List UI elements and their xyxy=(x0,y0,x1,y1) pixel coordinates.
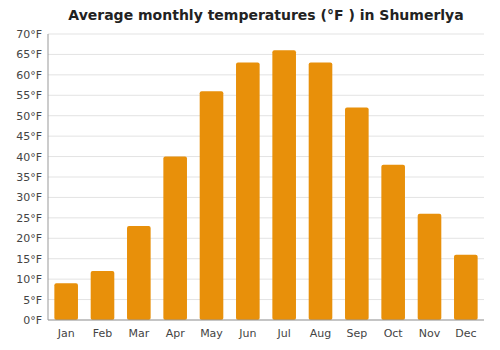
y-tick-label: 65°F xyxy=(16,48,42,61)
x-tick-label: Feb xyxy=(93,327,112,340)
bar xyxy=(163,157,187,320)
x-tick-label: Jun xyxy=(238,327,256,340)
y-tick-label: 15°F xyxy=(16,253,42,266)
y-tick-label: 25°F xyxy=(16,212,42,225)
grid-line xyxy=(48,156,484,157)
bar xyxy=(418,214,442,320)
x-tick-label: Sep xyxy=(346,327,367,340)
y-tick-label: 10°F xyxy=(16,273,42,286)
bar xyxy=(236,63,260,320)
x-tick-label: Nov xyxy=(419,327,441,340)
bar xyxy=(309,63,333,320)
title: Average monthly temperatures (°F ) in Sh… xyxy=(68,7,463,23)
bar xyxy=(91,271,115,320)
x-tick-label: Mar xyxy=(128,327,149,340)
y-tick-label: 20°F xyxy=(16,232,42,245)
bars xyxy=(54,50,477,320)
x-tick-label: Oct xyxy=(384,327,404,340)
grid xyxy=(48,34,484,320)
grid-line xyxy=(48,136,484,137)
grid-line xyxy=(48,177,484,178)
grid-line xyxy=(48,320,484,321)
x-tick-label: May xyxy=(200,327,223,340)
y-tick-label: 70°F xyxy=(16,28,42,41)
x-tick-label: Aug xyxy=(310,327,331,340)
bar xyxy=(272,50,296,320)
bar xyxy=(200,91,224,320)
bar xyxy=(54,283,78,320)
grid-line xyxy=(48,197,484,198)
bar xyxy=(381,165,405,320)
y-axis-line xyxy=(48,34,49,320)
x-tick-label: Jan xyxy=(57,327,75,340)
y-tick-label: 60°F xyxy=(16,69,42,82)
y-tick-label: 50°F xyxy=(16,110,42,123)
grid-line xyxy=(48,54,484,55)
grid-line xyxy=(48,95,484,96)
y-tick-label: 55°F xyxy=(16,89,42,102)
x-tick-label: Apr xyxy=(166,327,186,340)
bar xyxy=(345,108,369,320)
x-tick-label: Jul xyxy=(277,327,291,340)
chart-svg: Average monthly temperatures (°F ) in Sh… xyxy=(0,0,500,350)
y-tick-label: 5°F xyxy=(23,294,42,307)
x-tick-label: Dec xyxy=(455,327,476,340)
y-tick-label: 35°F xyxy=(16,171,42,184)
y-tick-label: 30°F xyxy=(16,191,42,204)
bar xyxy=(127,226,151,320)
grid-line xyxy=(48,74,484,75)
y-tick-label: 0°F xyxy=(23,314,42,327)
grid-line xyxy=(48,34,484,35)
grid-line xyxy=(48,115,484,116)
bar xyxy=(454,255,478,320)
y-tick-label: 45°F xyxy=(16,130,42,143)
x-axis-line xyxy=(48,320,484,321)
y-tick-label: 40°F xyxy=(16,151,42,164)
chart-container: Average monthly temperatures (°F ) in Sh… xyxy=(0,0,500,350)
